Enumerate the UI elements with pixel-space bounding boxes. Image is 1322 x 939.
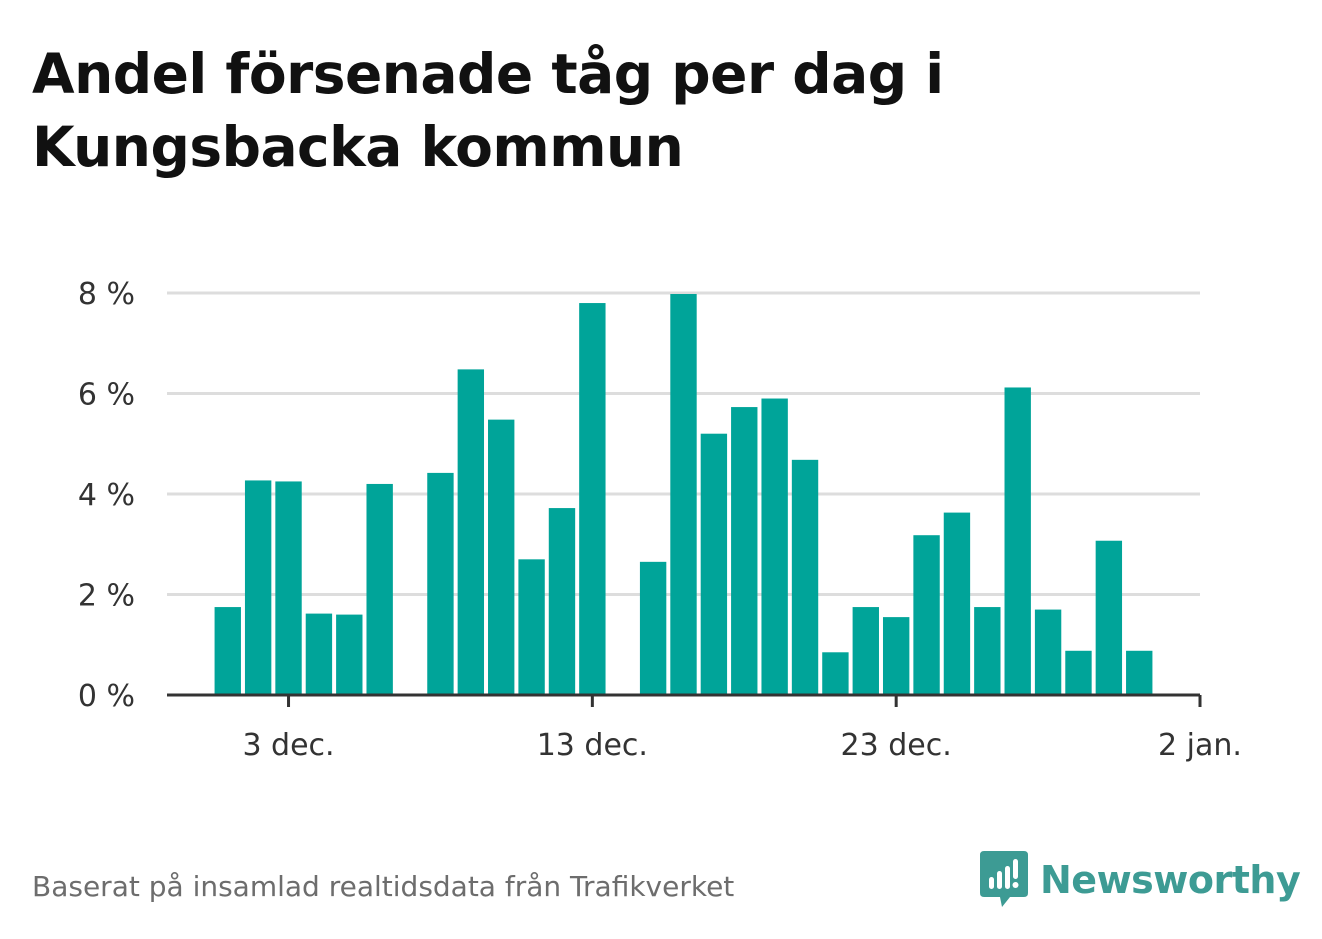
y-tick-label: 4 % — [78, 478, 135, 513]
brand-logo: Newsworthy — [980, 850, 1301, 910]
source-note: Baserat på insamlad realtidsdata från Tr… — [32, 870, 735, 903]
bar — [579, 303, 606, 695]
bar — [275, 481, 302, 695]
bar — [974, 607, 1001, 695]
bar — [1126, 650, 1153, 695]
y-tick-label: 0 % — [78, 679, 135, 714]
bar — [548, 508, 576, 695]
x-tick-label: 2 jan. — [1158, 728, 1242, 763]
chart-title-line-2: Kungsbacka kommun — [32, 115, 684, 179]
y-tick-label: 2 % — [78, 579, 135, 614]
bar — [700, 433, 728, 695]
x-tick-label: 3 dec. — [242, 728, 334, 763]
bar — [518, 559, 545, 695]
bar — [1065, 650, 1092, 695]
bar — [427, 472, 454, 695]
bar — [882, 617, 910, 695]
bar — [1034, 609, 1062, 695]
bar — [336, 614, 363, 695]
chart-title: Andel försenade tåg per dag i Kungsbacka… — [32, 38, 1132, 184]
y-tick-label: 8 % — [78, 277, 135, 312]
newsworthy-logo-icon — [980, 851, 1028, 907]
y-tick-label: 6 % — [78, 378, 135, 413]
x-tick-label: 23 dec. — [841, 728, 952, 763]
bar — [670, 294, 697, 695]
bar — [305, 613, 333, 695]
bar — [1095, 540, 1123, 695]
bar — [1004, 387, 1031, 695]
bar — [822, 652, 849, 695]
bar — [214, 607, 241, 695]
bar — [943, 512, 971, 695]
bar — [731, 407, 758, 695]
bar — [913, 535, 940, 695]
bar — [791, 459, 819, 695]
bar — [366, 483, 393, 695]
bar — [244, 480, 272, 695]
bar — [639, 561, 667, 695]
brand-name: Newsworthy — [1040, 858, 1301, 902]
chart-title-line-1: Andel försenade tåg per dag i — [32, 42, 944, 106]
bar — [761, 398, 788, 695]
bar — [488, 419, 515, 695]
bar — [457, 369, 485, 695]
x-tick-label: 13 dec. — [537, 728, 648, 763]
bar — [852, 607, 879, 695]
